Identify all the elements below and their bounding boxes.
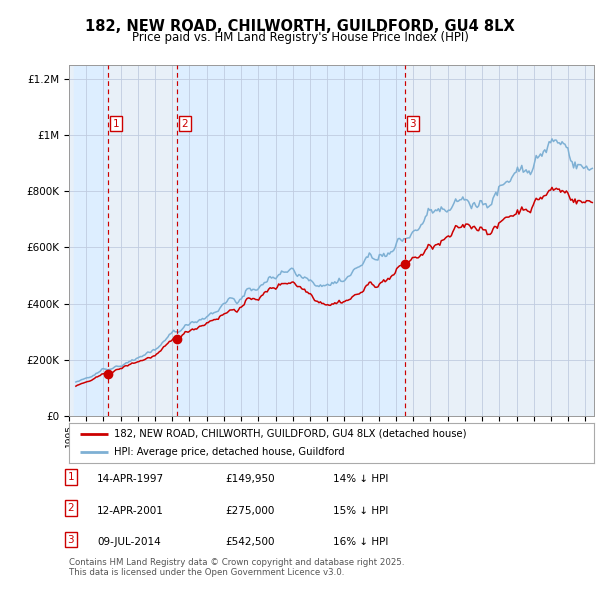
Text: Contains HM Land Registry data © Crown copyright and database right 2025.
This d: Contains HM Land Registry data © Crown c…: [69, 558, 404, 577]
Bar: [405, 65, 594, 416]
Text: 1: 1: [67, 472, 74, 482]
Text: £542,500: £542,500: [225, 537, 275, 547]
Text: £149,950: £149,950: [225, 474, 275, 484]
Text: 2: 2: [181, 119, 188, 129]
Text: 182, NEW ROAD, CHILWORTH, GUILDFORD, GU4 8LX: 182, NEW ROAD, CHILWORTH, GUILDFORD, GU4…: [85, 19, 515, 34]
Text: 2: 2: [67, 503, 74, 513]
Text: HPI: Average price, detached house, Guildford: HPI: Average price, detached house, Guil…: [113, 447, 344, 457]
Text: Price paid vs. HM Land Registry's House Price Index (HPI): Price paid vs. HM Land Registry's House …: [131, 31, 469, 44]
Text: 15% ↓ HPI: 15% ↓ HPI: [333, 506, 388, 516]
Bar: [74, 65, 108, 416]
Text: 3: 3: [409, 119, 416, 129]
Text: 14-APR-1997: 14-APR-1997: [97, 474, 164, 484]
Text: 182, NEW ROAD, CHILWORTH, GUILDFORD, GU4 8LX (detached house): 182, NEW ROAD, CHILWORTH, GUILDFORD, GU4…: [113, 429, 466, 439]
Bar: [108, 65, 177, 416]
Text: 1: 1: [113, 119, 119, 129]
Text: 16% ↓ HPI: 16% ↓ HPI: [333, 537, 388, 547]
Text: 09-JUL-2014: 09-JUL-2014: [97, 537, 161, 547]
Text: 12-APR-2001: 12-APR-2001: [97, 506, 164, 516]
Text: 14% ↓ HPI: 14% ↓ HPI: [333, 474, 388, 484]
Text: 3: 3: [67, 535, 74, 545]
Text: £275,000: £275,000: [225, 506, 274, 516]
Bar: [177, 65, 405, 416]
